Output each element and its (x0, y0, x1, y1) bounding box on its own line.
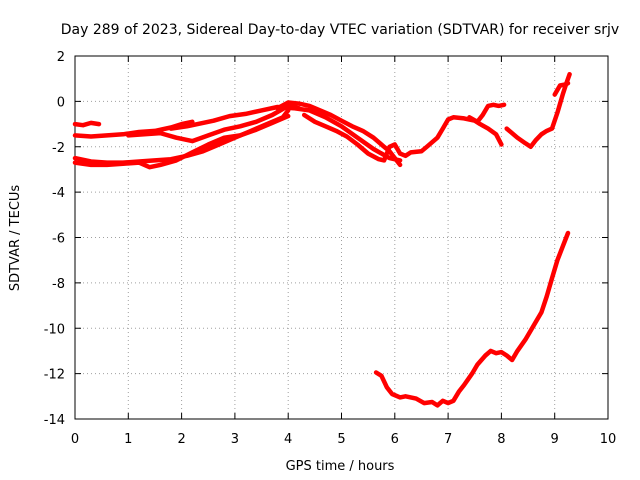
grid (75, 56, 608, 419)
x-tick-label: 2 (177, 432, 185, 447)
series-line-arc-1 (72, 120, 102, 128)
series-line-arc-11 (552, 80, 571, 97)
x-tick-label: 4 (284, 432, 292, 447)
x-tick-label: 3 (231, 432, 239, 447)
y-tick-label: -14 (44, 413, 65, 428)
x-tick-label: 10 (600, 432, 617, 447)
series-line-arc-9 (467, 102, 507, 125)
chart-title: Day 289 of 2023, Sidereal Day-to-day VTE… (61, 22, 619, 38)
y-tick-label: 2 (57, 50, 65, 65)
series-line-arc-6 (168, 104, 403, 163)
x-tick-label: 6 (391, 432, 399, 447)
series-line-arc-5 (126, 103, 302, 144)
x-tick-label: 9 (551, 432, 559, 447)
series-line-arc-2 (72, 119, 195, 139)
y-tick-label: 0 (57, 95, 65, 110)
x-tick-label: 1 (124, 432, 132, 447)
y-tick-label: -10 (44, 322, 65, 337)
x-tick-label: 8 (497, 432, 505, 447)
x-tick-label: 0 (71, 432, 79, 447)
axis-ticks: 0 1 2 3 4 5 6 7 8 9 10 2 0 -2 -4 -6 -8 -10 -12 -14 (44, 50, 617, 447)
y-tick-label: -12 (44, 368, 65, 383)
y-tick-label: -4 (52, 186, 65, 201)
y-tick-label: -2 (52, 141, 65, 156)
x-axis-label: GPS time / hours (286, 459, 395, 474)
x-tick-label: 5 (337, 432, 345, 447)
y-tick-label: -6 (52, 232, 65, 247)
series-line-arc-4 (72, 113, 291, 170)
series-line-arc-12 (373, 230, 571, 408)
x-tick-label: 7 (444, 432, 452, 447)
data-series (72, 71, 572, 408)
y-axis-label: SDTVAR / TECUs (8, 185, 23, 292)
y-tick-label: -8 (52, 277, 65, 292)
series-line-arc-10 (504, 71, 572, 150)
